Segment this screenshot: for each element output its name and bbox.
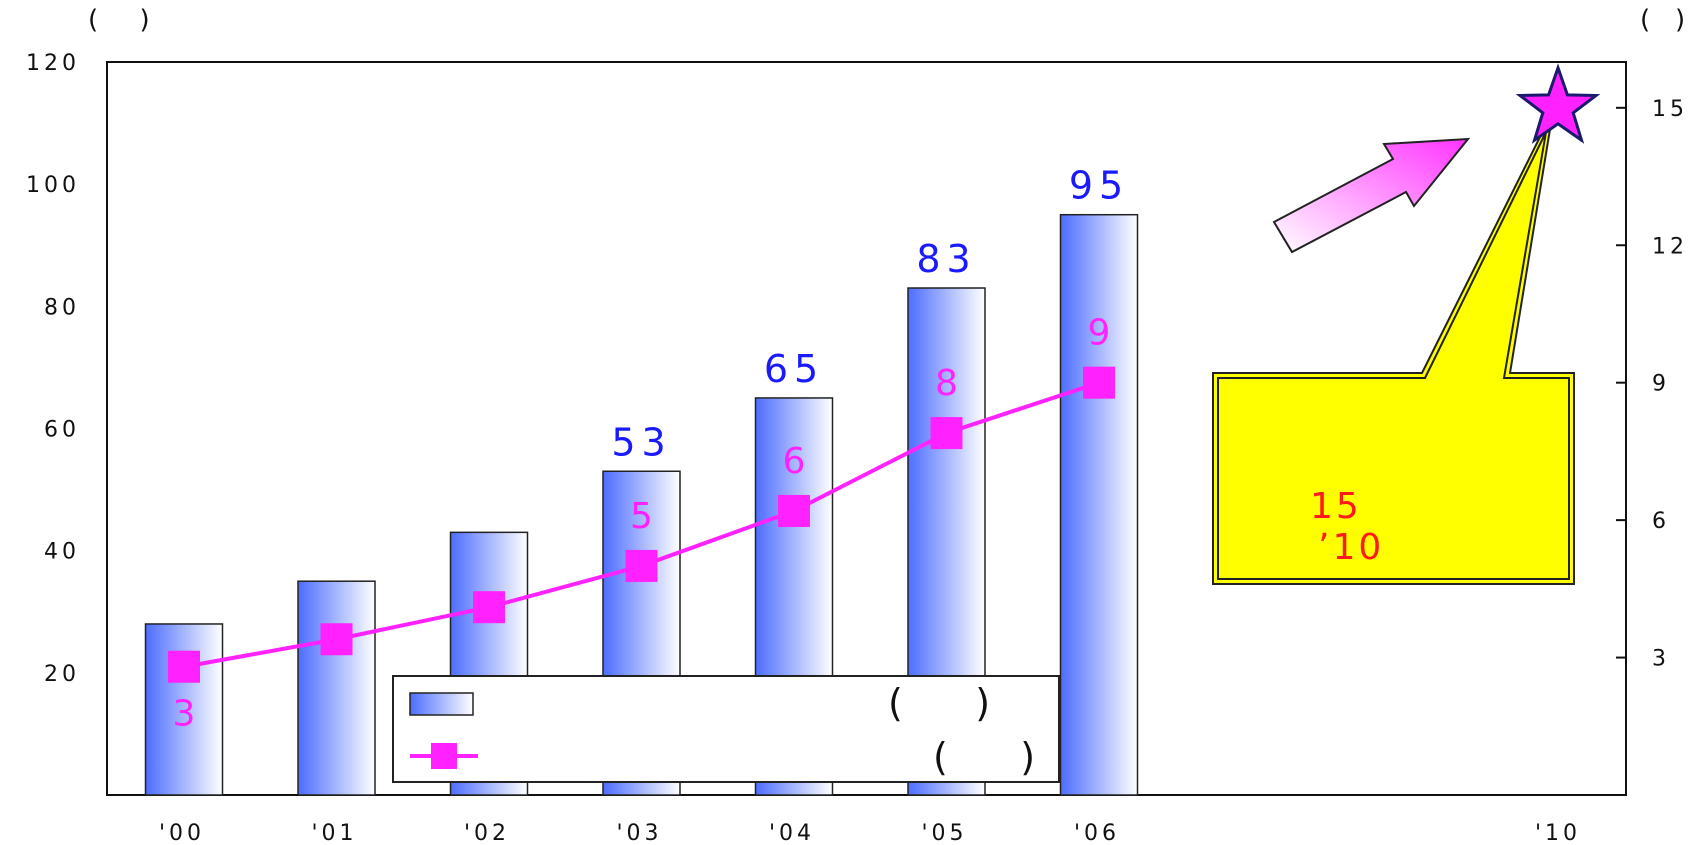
right-axis-unit-label: ( ): [1640, 5, 1685, 35]
bar-data-label: 83: [916, 237, 976, 281]
line-point: [930, 417, 963, 450]
left-tick-label: 80: [44, 295, 80, 320]
line-point: [625, 549, 658, 582]
target-callout: 15 ’10: [1212, 110, 1575, 585]
line-data-label: 8: [935, 363, 958, 404]
left-tick-label: 120: [26, 51, 80, 76]
x-tick-label: '00: [159, 821, 205, 845]
legend-line-marker: [431, 743, 457, 769]
bar-data-label: 53: [611, 420, 671, 464]
x-tick-label: '02: [464, 821, 510, 845]
bar-data-label: 95: [1069, 164, 1129, 208]
bar: [1059, 213, 1139, 796]
plot-frame: [106, 61, 1627, 796]
bar-data-label: 65: [764, 347, 824, 391]
x-tick-label: '01: [311, 821, 357, 845]
left-tick-label: 60: [44, 418, 80, 443]
x-tick-label: '03: [616, 821, 662, 845]
x-tick-label: '05: [921, 821, 967, 845]
legend: ( ) ( ): [392, 675, 1060, 783]
right-axis: 3 6 9 12 15: [1616, 97, 1688, 672]
line-point: [1083, 366, 1115, 399]
left-tick-label: 100: [26, 173, 80, 198]
left-axis-unit-label: ( ): [88, 5, 150, 35]
legend-bar-label: ( ): [888, 681, 990, 725]
line-point: [778, 494, 810, 527]
right-tick-label: 6: [1652, 509, 1670, 534]
legend-bar-swatch: [409, 692, 474, 716]
line-point: [168, 650, 200, 683]
left-tick-label: 40: [44, 540, 80, 565]
right-tick-label: 15: [1652, 97, 1688, 122]
left-tick-label: 20: [44, 662, 80, 687]
callout-line-2: ’10: [1318, 527, 1384, 568]
line-data-labels: 3 5 6 8 9: [173, 313, 1111, 735]
bar: [297, 580, 376, 796]
right-tick-label: 9: [1652, 372, 1670, 397]
x-tick-label-future: '10: [1535, 821, 1581, 845]
line-data-label: 3: [173, 694, 196, 735]
bar-data-labels: 53 65 83 95: [611, 164, 1129, 465]
line-data-label: 9: [1088, 313, 1111, 354]
line-data-label: 6: [783, 441, 806, 482]
right-tick-label: 3: [1652, 647, 1670, 672]
x-axis: '00 '01 '02 '03 '04 '05 '06 '10: [159, 821, 1581, 845]
left-axis: 20 40 60 80 100 120: [26, 51, 80, 687]
growth-arrow: [1272, 137, 1471, 254]
legend-line-label: ( ): [933, 735, 1035, 779]
x-tick-label: '04: [769, 821, 815, 845]
line-data-label: 5: [630, 496, 653, 537]
target-star-icon: [1515, 63, 1601, 144]
callout-inner: [1217, 131, 1570, 580]
line-point: [320, 623, 353, 656]
bar: [144, 623, 224, 796]
callout-line-1: 15: [1310, 486, 1362, 527]
legend-box: [392, 675, 1060, 783]
x-tick-label: '06: [1074, 821, 1120, 845]
line-point: [473, 591, 505, 624]
right-tick-label: 12: [1652, 234, 1688, 259]
line-series: [168, 366, 1115, 683]
